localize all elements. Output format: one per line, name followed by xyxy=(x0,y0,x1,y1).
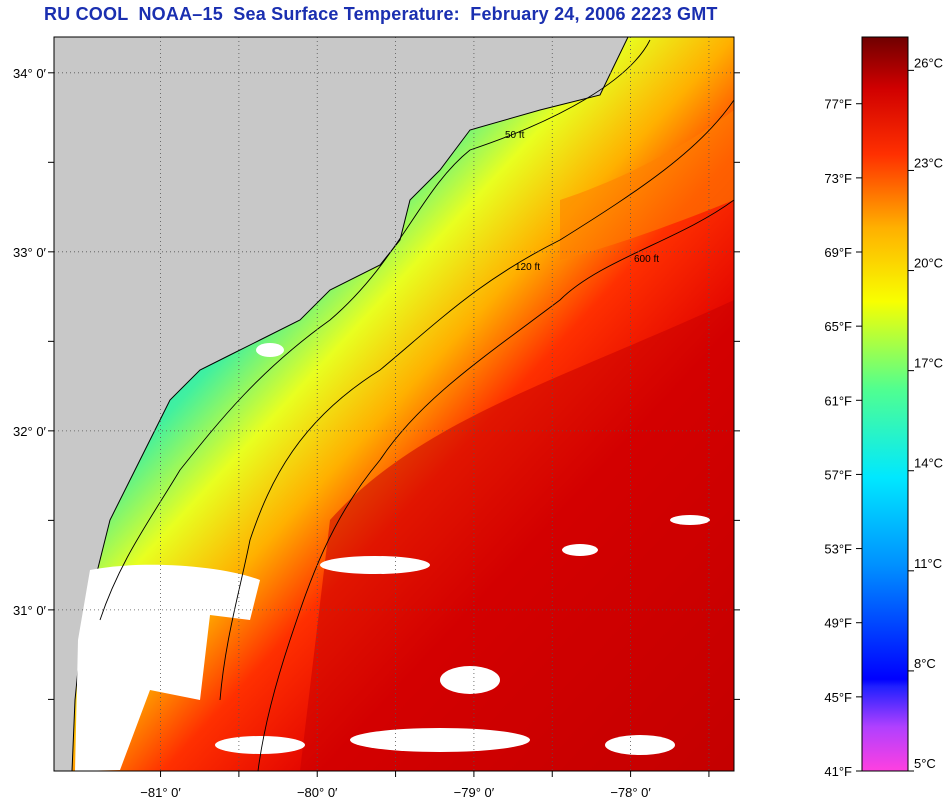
lon-label-2: −79° 0′ xyxy=(454,785,495,800)
latitude-axis: 34° 0′ 33° 0′ 32° 0′ 31° 0′ xyxy=(13,66,740,700)
cbar-c-label-1: 23°C xyxy=(914,155,943,170)
map-frame xyxy=(53,36,735,772)
contour-600ft xyxy=(257,199,734,771)
cbar-f-label-4: 61°F xyxy=(824,393,852,408)
cbar-f-label-2: 69°F xyxy=(824,245,852,260)
map-area: 50 ft 120 ft 600 ft xyxy=(54,37,734,771)
contour-50ft xyxy=(99,39,651,621)
cbar-f-label-9: 41°F xyxy=(824,764,852,779)
contour-120ft xyxy=(219,99,734,701)
land xyxy=(54,37,628,771)
contour-label-600ft: 600 ft xyxy=(634,254,659,265)
cbar-f-label-6: 53°F xyxy=(824,542,852,557)
cbar-c-label-0: 26°C xyxy=(914,55,943,70)
contour-label-120ft: 120 ft xyxy=(515,262,540,273)
cbar-f-label-0: 77°F xyxy=(824,97,852,112)
lat-label-1: 33° 0′ xyxy=(13,245,47,260)
colorbar-celsius-ticks: 26°C 23°C 20°C 17°C 14°C 11°C 8°C 5°C xyxy=(908,55,943,772)
cloud-areas xyxy=(75,343,710,771)
cbar-c-label-5: 11°C xyxy=(914,556,942,571)
cbar-c-label-3: 17°C xyxy=(914,356,943,371)
gulf-stream-core xyxy=(300,300,734,771)
cbar-c-label-6: 8°C xyxy=(914,656,936,671)
cbar-f-label-5: 57°F xyxy=(824,467,852,482)
lon-label-1: −80° 0′ xyxy=(297,785,338,800)
cbar-f-label-3: 65°F xyxy=(824,319,852,334)
colorbar-fahrenheit-ticks: 77°F 73°F 69°F 65°F 61°F 57°F 53°F 49°F 45°F 41°F xyxy=(824,97,862,779)
bathymetry-contours xyxy=(99,39,734,771)
shelf-warm xyxy=(560,110,734,260)
colorbar xyxy=(861,36,909,772)
lat-lon-grid xyxy=(54,37,734,771)
lon-label-0: −81° 0′ xyxy=(140,785,181,800)
cbar-f-label-8: 45°F xyxy=(824,690,852,705)
cbar-c-label-7: 5°C xyxy=(914,756,936,771)
lat-label-2: 32° 0′ xyxy=(13,424,47,439)
cbar-f-label-1: 73°F xyxy=(824,171,852,186)
page-title: RU COOL NOAA–15 Sea Surface Temperature:… xyxy=(44,4,718,24)
cbar-c-label-4: 14°C xyxy=(914,456,943,471)
contour-label-50ft: 50 ft xyxy=(505,130,525,141)
lat-label-3: 31° 0′ xyxy=(13,603,47,618)
contour-labels: 50 ft 120 ft 600 ft xyxy=(505,130,659,273)
lon-label-3: −78° 0′ xyxy=(610,785,651,800)
lat-label-0: 34° 0′ xyxy=(13,66,47,81)
cbar-f-label-7: 49°F xyxy=(824,616,852,631)
cbar-c-label-2: 20°C xyxy=(914,256,943,271)
longitude-axis: −81° 0′ −80° 0′ −79° 0′ −78° 0′ xyxy=(140,771,710,800)
